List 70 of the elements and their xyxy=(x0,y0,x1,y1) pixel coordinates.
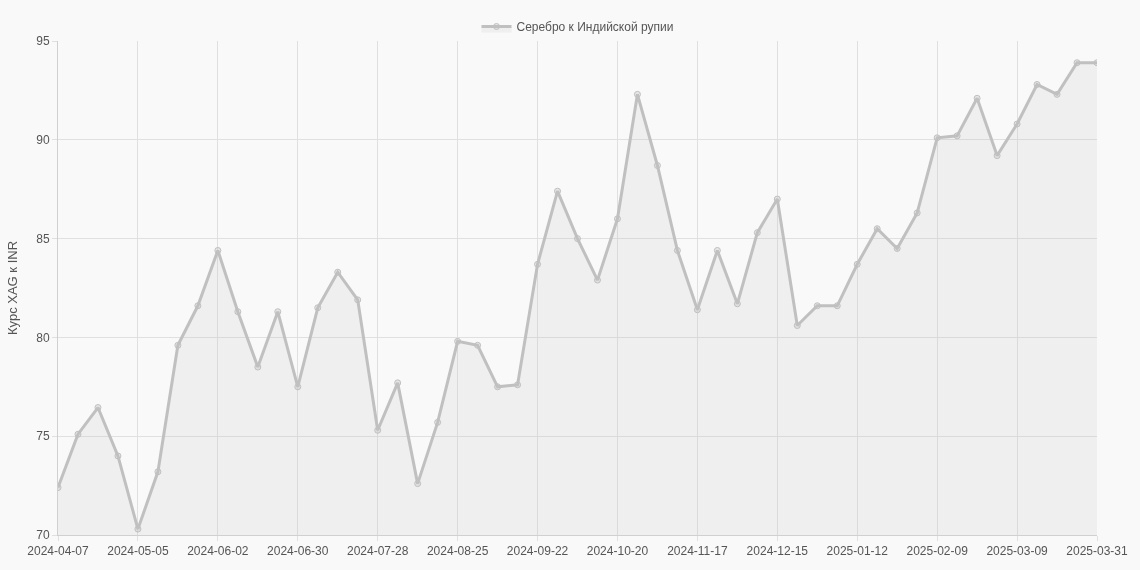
point xyxy=(653,161,661,169)
y-tick-label: 85 xyxy=(36,231,50,246)
x-tick-label: 2025-01-12 xyxy=(826,544,889,559)
point xyxy=(574,235,581,243)
point xyxy=(174,341,182,349)
point xyxy=(414,480,422,488)
point xyxy=(394,379,402,387)
x-tick-label: 2024-06-02 xyxy=(187,544,249,559)
point xyxy=(494,383,502,391)
point xyxy=(753,229,761,237)
point xyxy=(913,209,921,217)
point xyxy=(114,452,122,460)
y-tick-label: 70 xyxy=(36,528,50,543)
point xyxy=(993,152,1001,160)
y-axis-title: Курс XAG к INR xyxy=(5,240,21,336)
point xyxy=(853,260,861,268)
point xyxy=(154,468,162,476)
x-tick-label: 2024-06-30 xyxy=(267,544,329,559)
point xyxy=(893,244,901,252)
x-tick-label: 2024-10-20 xyxy=(586,544,649,559)
x-tick-label: 2024-07-28 xyxy=(346,544,409,559)
y-tick-label: 90 xyxy=(36,133,50,147)
x-tick-label: 2024-08-25 xyxy=(426,544,489,559)
point xyxy=(214,246,222,254)
point xyxy=(354,296,362,304)
point xyxy=(673,246,681,254)
x-tick-label: 2024-04-07 xyxy=(27,544,90,559)
y-tick-label: 95 xyxy=(36,34,50,49)
point xyxy=(534,260,542,268)
x-tick-label: 2024-11-17 xyxy=(667,544,728,559)
x-tick-label: 2024-12-15 xyxy=(746,544,809,559)
y-tick-label: 80 xyxy=(36,330,50,345)
x-tick-label: 2024-09-22 xyxy=(506,544,569,559)
point xyxy=(773,195,781,203)
point xyxy=(953,132,961,140)
point xyxy=(1073,59,1081,67)
point xyxy=(334,268,342,276)
point xyxy=(693,306,701,314)
x-tick-label: 2024-05-05 xyxy=(107,544,169,559)
point xyxy=(793,322,801,330)
point xyxy=(514,381,522,389)
point xyxy=(973,94,981,102)
point xyxy=(374,426,382,434)
point xyxy=(1033,80,1041,88)
point xyxy=(613,215,621,223)
point xyxy=(1053,90,1061,98)
y-tick-label: 75 xyxy=(36,429,50,444)
point xyxy=(633,90,641,98)
point xyxy=(554,187,562,195)
point xyxy=(454,337,462,345)
point xyxy=(713,246,721,254)
point xyxy=(194,302,202,310)
point xyxy=(134,525,142,533)
point xyxy=(294,383,302,391)
point xyxy=(1013,120,1021,128)
point xyxy=(474,341,482,349)
point xyxy=(833,302,841,310)
x-tick-label: 2025-03-31 xyxy=(1066,544,1129,559)
point xyxy=(813,302,821,310)
point xyxy=(314,304,322,312)
point xyxy=(234,308,242,316)
point xyxy=(434,418,442,426)
point xyxy=(873,225,881,233)
point xyxy=(254,363,262,371)
legend-label: Серебро к Индийской рупии xyxy=(516,20,674,35)
point xyxy=(74,430,82,438)
x-tick-label: 2025-03-09 xyxy=(986,544,1049,559)
point xyxy=(733,300,741,308)
x-tick-label: 2025-02-09 xyxy=(906,544,969,559)
point xyxy=(933,134,941,142)
